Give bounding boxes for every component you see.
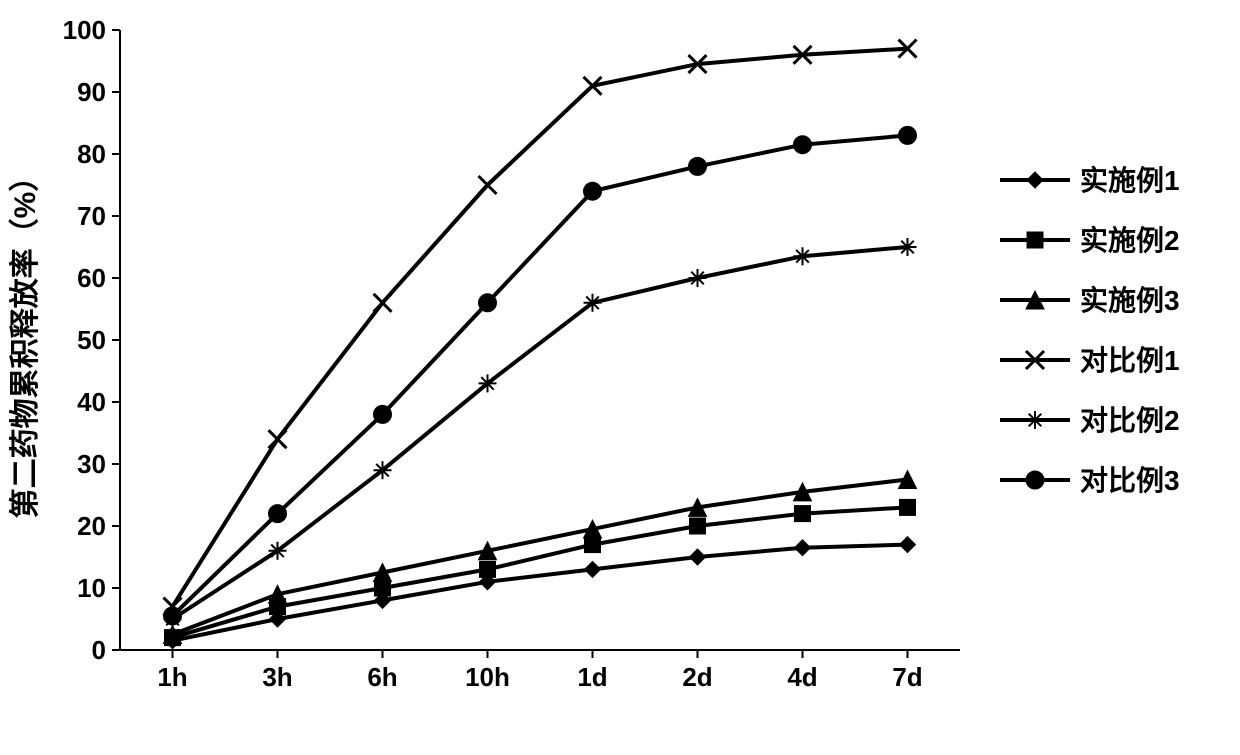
svg-text:1d: 1d: [577, 662, 607, 692]
svg-text:10h: 10h: [465, 662, 510, 692]
svg-text:对比例3: 对比例3: [1080, 465, 1180, 496]
svg-text:4d: 4d: [787, 662, 817, 692]
svg-text:6h: 6h: [367, 662, 397, 692]
svg-text:10: 10: [77, 573, 106, 603]
svg-text:对比例2: 对比例2: [1080, 405, 1180, 436]
svg-text:100: 100: [63, 15, 106, 45]
svg-text:40: 40: [77, 387, 106, 417]
svg-text:20: 20: [77, 511, 106, 541]
svg-text:7d: 7d: [892, 662, 922, 692]
svg-text:实施例2: 实施例2: [1080, 224, 1180, 256]
svg-text:30: 30: [77, 449, 106, 479]
svg-text:0: 0: [92, 635, 106, 665]
svg-text:第二药物累积释放率（%）: 第二药物累积释放率（%）: [8, 162, 42, 519]
svg-text:60: 60: [77, 263, 106, 293]
svg-text:70: 70: [77, 201, 106, 231]
chart-container: 0 10 20 30 40 50 60 70 80 90 100 1h 3h 6h 10h 1d 2d 4d 7d 第…: [0, 0, 1240, 755]
svg-text:50: 50: [77, 325, 106, 355]
svg-text:90: 90: [77, 77, 106, 107]
svg-text:实施例1: 实施例1: [1080, 164, 1180, 196]
svg-text:对比例1: 对比例1: [1080, 345, 1180, 376]
line-chart: 0 10 20 30 40 50 60 70 80 90 100 1h 3h 6h 10h 1d 2d 4d 7d 第…: [0, 0, 1240, 755]
svg-text:实施例3: 实施例3: [1080, 284, 1180, 316]
svg-text:2d: 2d: [682, 662, 712, 692]
svg-text:80: 80: [77, 139, 106, 169]
svg-text:3h: 3h: [262, 662, 292, 692]
svg-text:1h: 1h: [157, 662, 187, 692]
